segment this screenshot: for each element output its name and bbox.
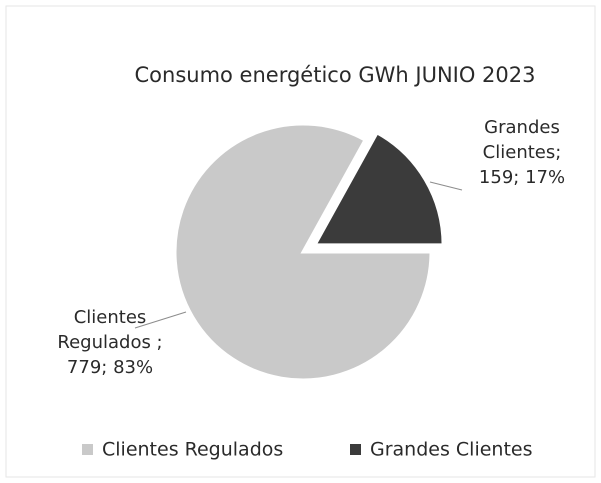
legend-label: Grandes Clientes [370,439,533,461]
leader-line [134,311,187,329]
data-label: 159; 17% [479,167,565,188]
data-label: 779; 83% [67,357,153,378]
legend-label: Clientes Regulados [102,439,283,461]
legend-swatch [82,444,93,455]
chart-border [5,5,596,478]
data-label: Grandes [484,117,560,138]
data-label: Clientes [74,307,147,328]
legend-swatch [350,444,361,455]
leader-line [429,181,463,191]
data-label: Regulados ; [57,332,162,353]
pie-slice [312,130,445,247]
pie-slice [173,122,433,382]
data-label: Clientes; [483,142,562,163]
chart-title: Consumo energético GWh JUNIO 2023 [135,63,536,87]
